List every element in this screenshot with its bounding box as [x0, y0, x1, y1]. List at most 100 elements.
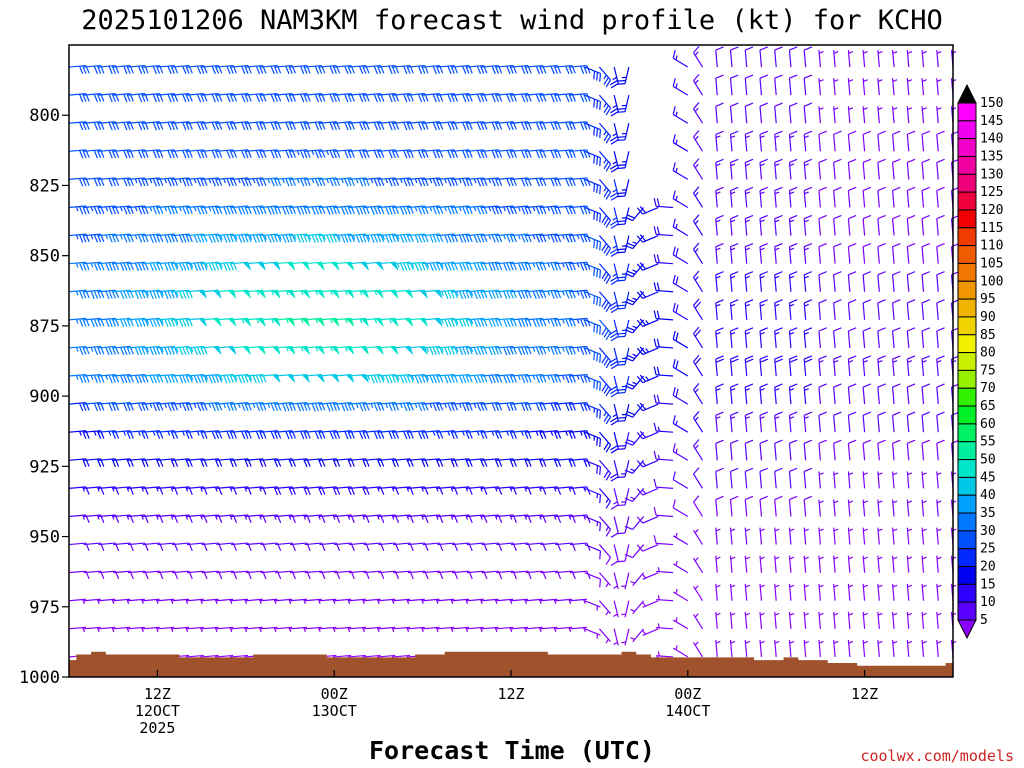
credit-text[interactable]: coolwx.com/models: [860, 747, 1014, 765]
wind-barb: [774, 383, 783, 405]
wind-barb: [788, 46, 798, 68]
wind-barb: [906, 106, 913, 124]
x-tick-label: 12OCT: [135, 702, 180, 720]
wind-barb: [729, 411, 739, 433]
wind-barb: [803, 527, 809, 545]
wind-barb: [921, 355, 931, 377]
wind-barb: [729, 130, 739, 152]
wind-barb: [729, 555, 736, 573]
wind-barb: [584, 459, 602, 476]
wind-barb: [304, 289, 325, 299]
wind-barb: [788, 527, 795, 545]
wind-barb: [127, 121, 149, 131]
wind-barb: [818, 158, 827, 180]
wind-barb: [569, 514, 591, 523]
wind-barb: [304, 233, 326, 243]
wind-barb: [818, 242, 827, 264]
wind-barb: [540, 626, 558, 633]
colorbar-segment: [957, 102, 977, 122]
wind-barb: [803, 158, 813, 180]
wind-barb: [584, 94, 602, 110]
wind-barb: [759, 102, 768, 124]
y-tick-label: 950: [29, 528, 60, 548]
wind-barb: [437, 598, 455, 605]
wind-barb: [260, 289, 281, 299]
wind-barb: [693, 270, 704, 293]
wind-barb: [540, 289, 562, 299]
wind-barb: [672, 358, 689, 377]
wind-barb: [636, 459, 659, 468]
wind-barb: [569, 205, 591, 215]
wind-barb: [598, 431, 612, 453]
wind-barb: [569, 570, 591, 580]
wind-barb: [921, 639, 927, 657]
wind-barb: [906, 499, 913, 517]
wind-barb: [672, 274, 689, 293]
wind-barb: [584, 431, 602, 447]
wind-barb: [569, 289, 591, 299]
wind-barb: [584, 543, 602, 560]
wind-barb: [422, 289, 443, 299]
wind-barb: [363, 205, 385, 215]
colorbar-label: 30: [980, 524, 996, 539]
wind-barb: [891, 214, 901, 236]
wind-barb: [304, 373, 325, 383]
wind-barb: [862, 611, 868, 629]
colorbar-label: 65: [980, 399, 996, 414]
wind-barb: [616, 516, 630, 535]
wind-barb: [636, 262, 659, 271]
wind-barb: [715, 242, 724, 264]
wind-barb: [729, 186, 739, 208]
colorbar-segment: [957, 601, 977, 621]
wind-barb: [906, 327, 916, 348]
wind-barb: [803, 495, 813, 517]
wind-barb: [127, 149, 149, 159]
wind-barb: [569, 317, 591, 327]
wind-barb: [172, 598, 190, 605]
wind-barb: [877, 583, 883, 601]
wind-barb: [774, 214, 783, 236]
wind-barb: [584, 600, 601, 611]
wind-barb: [936, 499, 942, 517]
y-tick-label: 800: [29, 106, 60, 126]
wind-barb: [774, 271, 783, 292]
colorbar-label: 35: [980, 506, 996, 521]
wind-barb: [693, 354, 704, 377]
wind-barb: [818, 50, 824, 68]
wind-barb: [774, 242, 783, 264]
wind-barb: [818, 499, 824, 517]
wind-barb: [847, 355, 857, 377]
wind-barb: [862, 583, 868, 601]
wind-barb: [540, 598, 558, 605]
wind-barb: [407, 626, 425, 633]
colorbar-segment: [957, 352, 977, 371]
wind-barb: [275, 402, 296, 412]
wind-barb: [936, 78, 942, 96]
wind-barb: [630, 572, 645, 587]
wind-barb: [584, 178, 602, 195]
wind-barb: [833, 411, 842, 433]
wind-barb: [833, 471, 839, 489]
wind-barb: [319, 261, 340, 271]
wind-barb: [83, 121, 105, 131]
wind-barb: [260, 345, 281, 355]
wind-barb: [847, 383, 857, 405]
wind-barb: [847, 583, 854, 601]
wind-barb: [906, 158, 916, 180]
wind-barb: [653, 394, 674, 405]
colorbar-label: 135: [980, 149, 1003, 164]
wind-barb: [877, 639, 883, 657]
wind-barb: [788, 186, 798, 208]
wind-barb: [437, 626, 455, 633]
wind-barb: [744, 327, 754, 348]
wind-barb: [891, 78, 898, 96]
wind-barb: [334, 373, 355, 383]
wind-barb: [598, 487, 612, 509]
wind-barb: [759, 186, 768, 208]
wind-barb: [788, 639, 795, 657]
wind-barb: [759, 411, 768, 433]
wind-barb: [584, 487, 602, 504]
wind-barb: [127, 598, 145, 605]
wind-barb: [98, 121, 120, 131]
wind-barb: [231, 261, 251, 271]
